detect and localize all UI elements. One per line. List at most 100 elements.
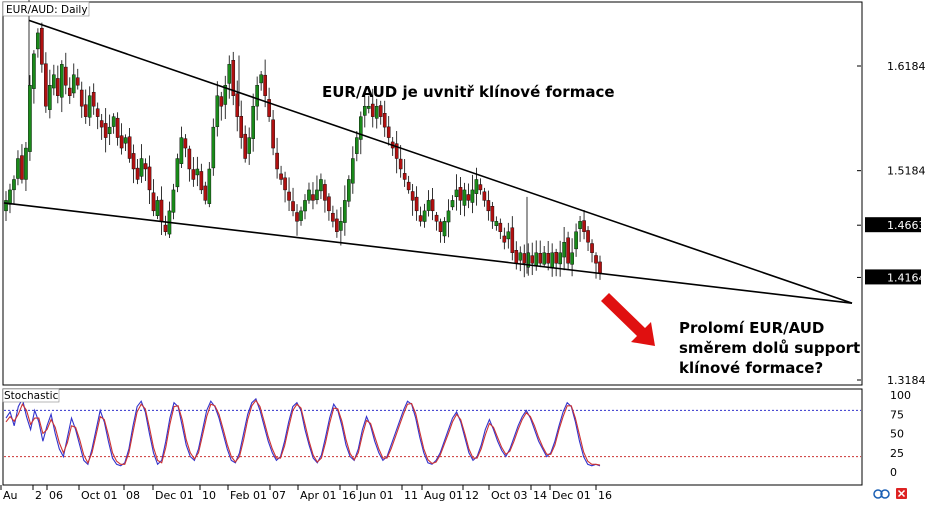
candle-body	[370, 103, 375, 117]
candle-body	[139, 158, 144, 177]
x-tick-label: Aug 01	[424, 489, 463, 502]
candle-body	[494, 221, 499, 226]
candle-body	[111, 116, 116, 127]
candle-body	[355, 137, 359, 154]
x-tick-label: 08	[126, 489, 140, 502]
x-tick-label: 2	[35, 489, 42, 502]
x-tick-label: 14	[533, 489, 547, 502]
candle-body	[454, 189, 459, 198]
x-tick-label: Dec 01	[552, 489, 591, 502]
candle-body	[414, 196, 419, 212]
candle-body	[155, 200, 160, 216]
candle-body	[351, 158, 355, 184]
candle-body	[227, 64, 232, 84]
x-tick-label: Jun 01	[358, 489, 394, 502]
candle-body	[550, 252, 554, 269]
candle-body	[406, 181, 411, 191]
candle-body	[183, 138, 188, 149]
candle-body	[271, 119, 275, 149]
upper-trendline	[28, 19, 853, 304]
candle-body	[4, 200, 8, 212]
candle-body	[374, 105, 379, 119]
candle-body	[143, 163, 148, 170]
candle-body	[215, 95, 220, 127]
y-tick-label: 1.5184	[887, 165, 925, 178]
candle-body	[327, 196, 331, 212]
close-icon[interactable]	[896, 488, 907, 499]
candle-body	[32, 53, 36, 89]
candle-body	[75, 77, 80, 86]
candle-body	[522, 253, 527, 264]
link-icon[interactable]	[873, 489, 890, 499]
candle-body	[91, 91, 96, 107]
candle-body	[115, 117, 120, 138]
stochastic-d-line	[5, 399, 601, 466]
candle-body	[518, 252, 523, 261]
price-label-box	[865, 269, 921, 285]
candle-body	[79, 89, 84, 107]
candle-body	[279, 173, 283, 180]
x-tick-label: Oct 01	[81, 489, 118, 502]
candle-body	[251, 105, 255, 139]
candle-body	[598, 261, 602, 274]
stochastic-k-line	[5, 397, 601, 467]
candle-body	[127, 136, 132, 159]
x-tick-label: 07	[272, 489, 286, 502]
candle-body	[119, 135, 124, 149]
candle-body	[283, 177, 287, 191]
candle-body	[578, 221, 582, 229]
candle-body	[223, 85, 228, 105]
candle-body	[187, 148, 192, 170]
candle-body	[410, 191, 415, 201]
candle-body	[131, 153, 136, 170]
candle-body	[36, 32, 40, 50]
candle-body	[442, 221, 447, 237]
x-tick-label: Au	[3, 489, 18, 502]
y-tick-label: 1.4164	[887, 271, 925, 284]
candle-body	[195, 168, 200, 176]
annotation-line-3: klínové formace?	[679, 359, 823, 377]
candle-body	[530, 255, 535, 264]
candle-body	[386, 126, 391, 138]
candle-body	[586, 230, 590, 243]
x-tick-label: 16	[342, 489, 356, 502]
candle-body	[510, 227, 515, 253]
candle-body	[291, 201, 295, 212]
candle-body	[582, 220, 586, 232]
candle-body	[335, 218, 339, 232]
candle-body	[16, 158, 20, 179]
x-tick-label: 12	[465, 489, 479, 502]
candle-body	[343, 200, 347, 223]
x-tick-label: 06	[49, 489, 63, 502]
candle-body	[339, 221, 343, 231]
candle-body	[347, 179, 351, 202]
candle-body	[594, 255, 598, 264]
candle-body	[474, 179, 479, 194]
candle-body	[12, 179, 16, 191]
candle-body	[398, 158, 403, 170]
y-tick-label: 1.4663	[887, 219, 925, 232]
trendlines-group	[3, 19, 853, 304]
candle-body	[103, 123, 108, 138]
candle-body	[418, 215, 423, 222]
candle-body	[56, 78, 60, 96]
x-axis: Au 2 06 Oct 01 08 Dec 01 10 Feb 01 07 Apr 01 16 Jun…	[0, 485, 612, 502]
candle-body	[590, 243, 594, 253]
stochastic-tick-label: 75	[890, 408, 904, 421]
candle-body	[366, 105, 371, 109]
candle-body	[48, 85, 52, 110]
x-tick-label: 11	[404, 489, 418, 502]
stochastic-title: Stochastic	[4, 390, 59, 402]
candle-body	[263, 74, 267, 96]
x-tick-label: Dec 01	[155, 489, 194, 502]
candle-body	[378, 105, 383, 117]
candle-body	[426, 200, 431, 211]
candle-body	[60, 64, 64, 98]
candle-body	[171, 189, 176, 213]
annotation-line-1: Prolomí EUR/AUD	[679, 319, 824, 337]
annotation-wedge: EUR/AUD je uvnitř klínové formace	[322, 83, 615, 101]
candle-body	[267, 99, 271, 117]
candle-body	[20, 155, 24, 180]
